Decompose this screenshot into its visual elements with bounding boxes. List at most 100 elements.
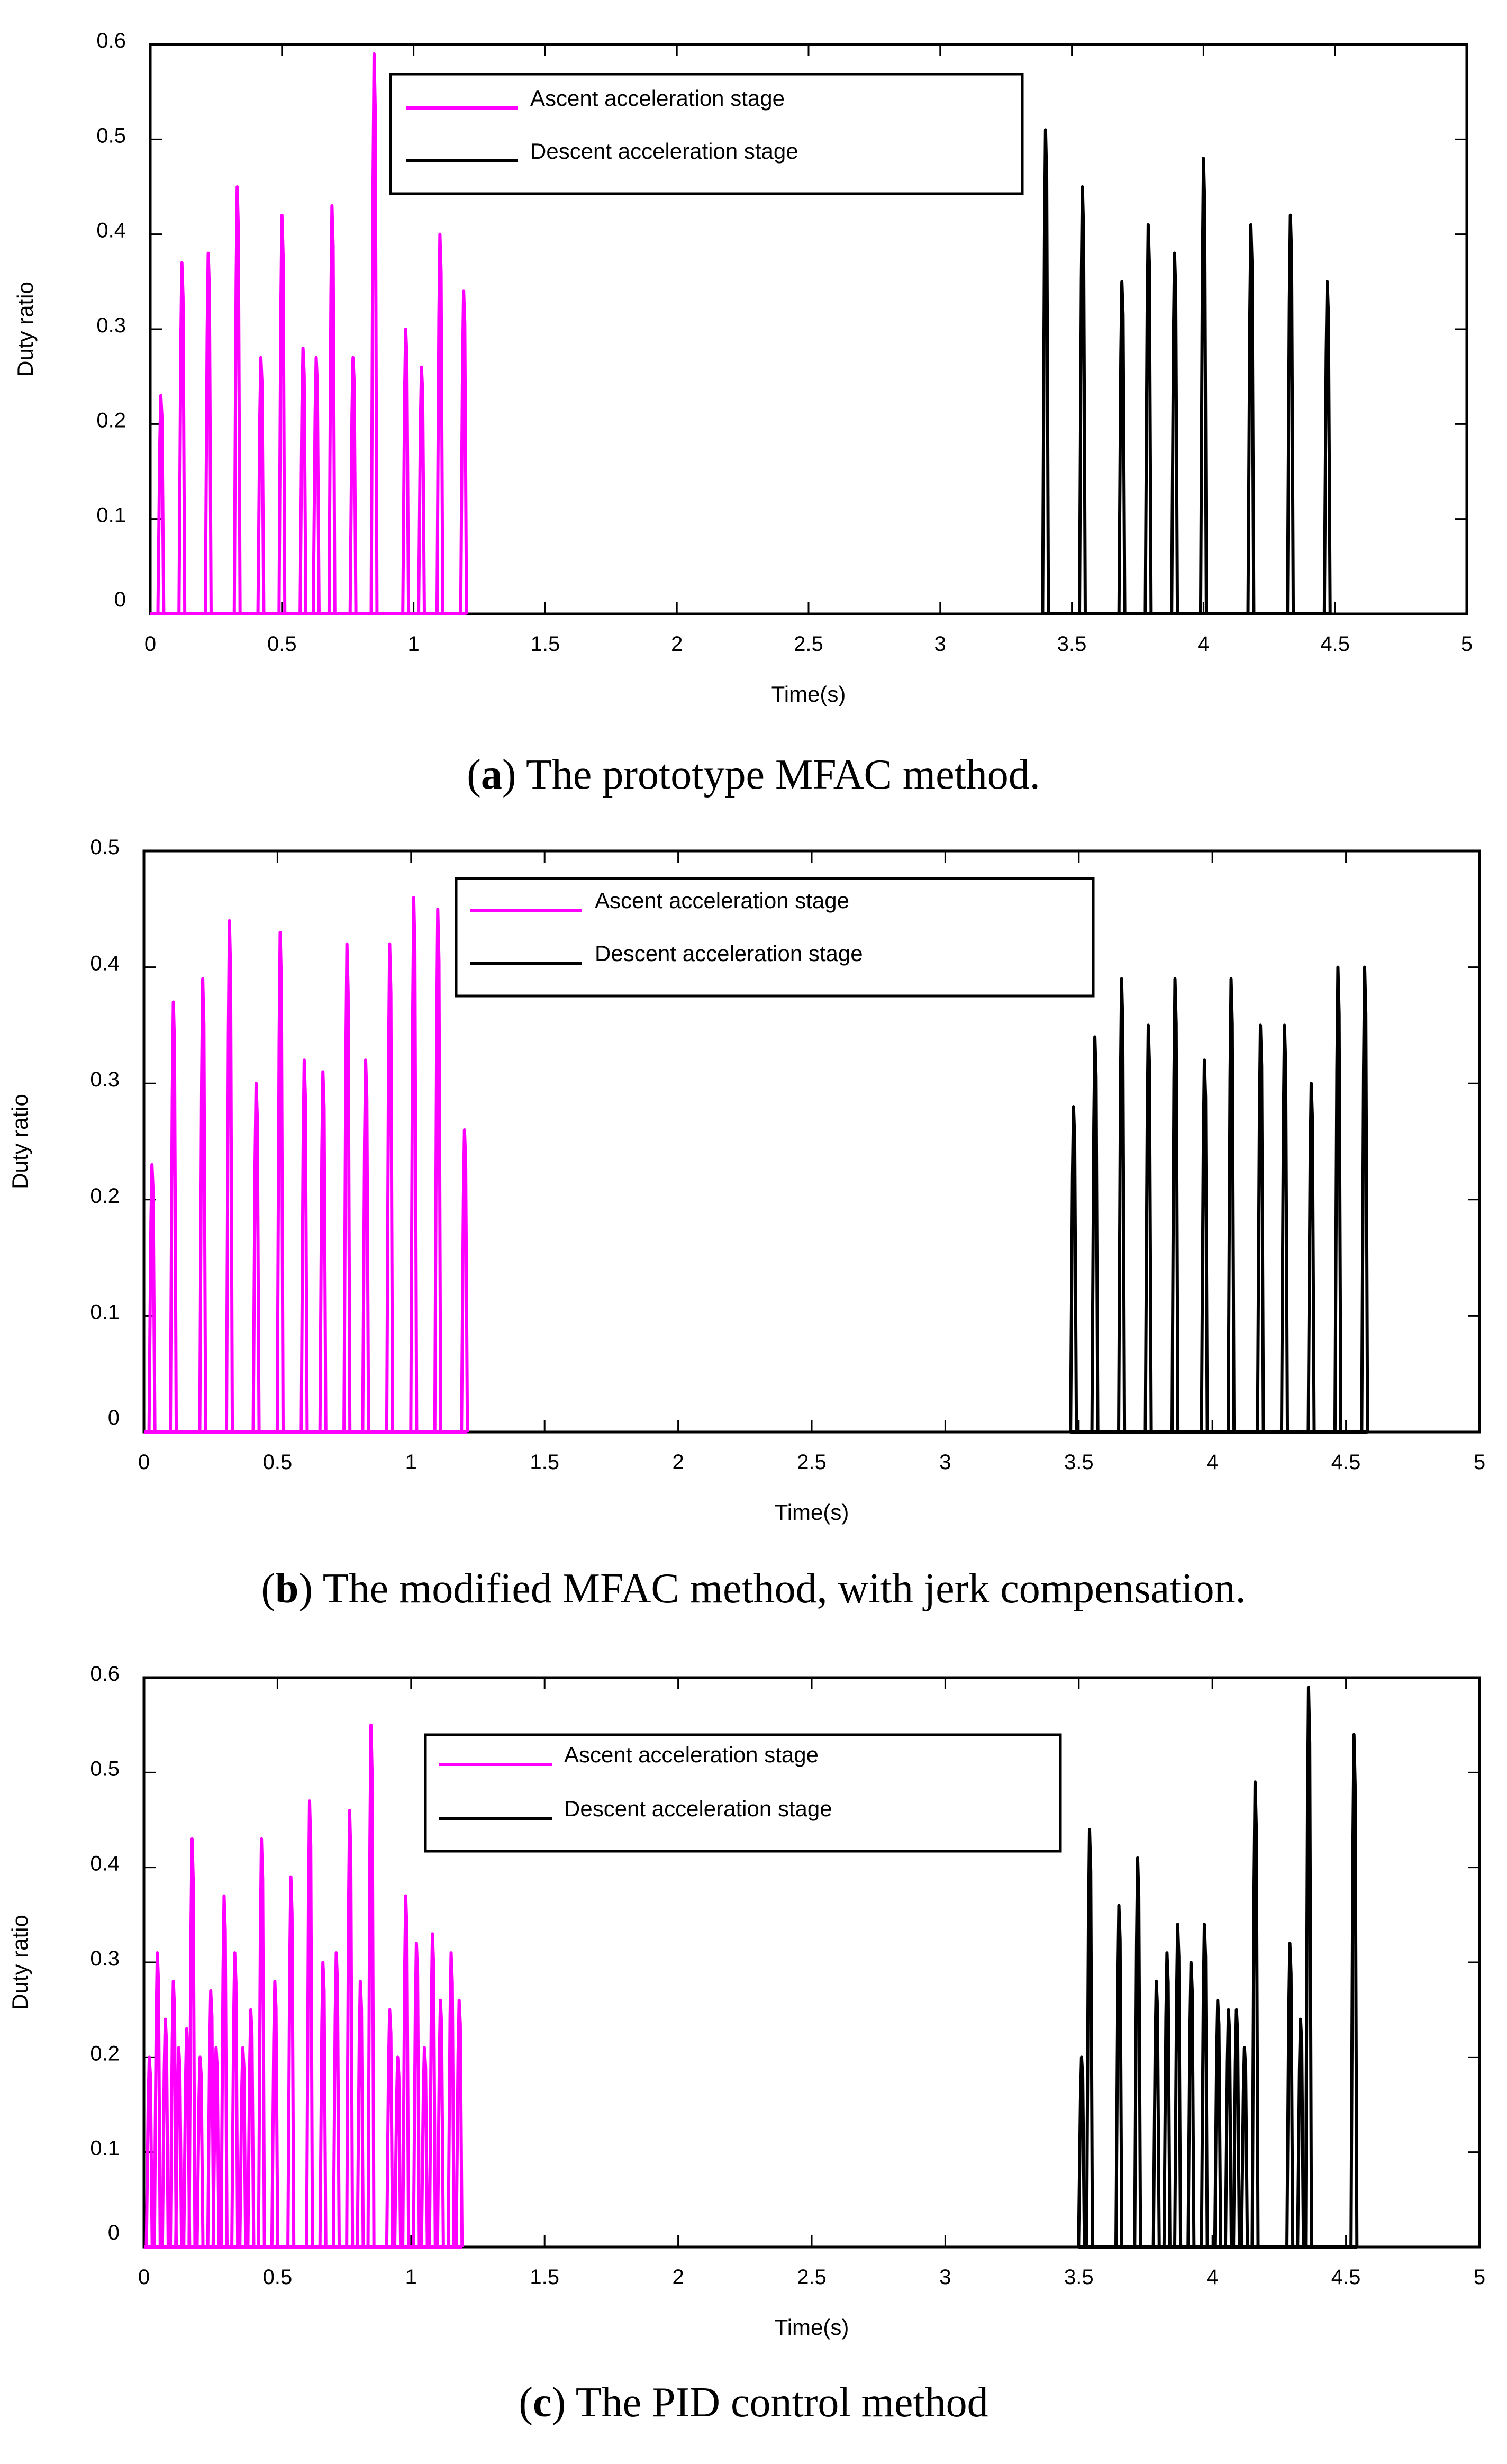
peak-spike: [1199, 157, 1208, 614]
peak-spike: [401, 328, 411, 614]
peak-spike: [257, 1837, 266, 2248]
peak-spike: [160, 2017, 170, 2248]
peak-spike: [1279, 1023, 1290, 1433]
peak-spike: [144, 2055, 154, 2248]
y-tick-label: 0.3: [90, 1947, 120, 1970]
peak-spike: [366, 1723, 376, 2248]
y-axis-label: Duty ratio: [13, 282, 38, 377]
peak-spike: [417, 365, 426, 614]
x-tick-label: 1: [405, 1451, 417, 1474]
peak-spike: [1322, 280, 1332, 614]
peak-spike: [206, 1989, 215, 2248]
y-tick-label: 0.4: [90, 1852, 120, 1876]
y-tick-label: 0.5: [90, 1757, 120, 1780]
legend: Ascent acceleration stage Descent acceler…: [424, 1733, 1062, 1853]
peak-spike: [152, 1951, 162, 2248]
peak-spike: [299, 1058, 309, 1433]
peak-spike: [1143, 223, 1153, 614]
y-tick-label: 0.1: [90, 1300, 120, 1324]
peak-spike: [1143, 1023, 1153, 1433]
peak-spike: [1232, 2008, 1241, 2248]
peak-spike: [327, 204, 337, 614]
peak-spike: [298, 346, 308, 614]
peak-spike: [428, 1932, 437, 2248]
x-tick-label: 4: [1197, 632, 1209, 656]
x-tick-label: 0: [138, 1451, 150, 1474]
peak-spike: [1077, 2055, 1086, 2248]
peak-spike: [177, 261, 187, 614]
x-tick-label: 2: [672, 1451, 684, 1474]
legend-label: Ascent acceleration stage: [530, 86, 785, 111]
series-ascent: [150, 52, 468, 615]
peak-spike: [203, 251, 213, 614]
peak-spike: [369, 52, 379, 614]
y-axis-label: Duty ratio: [7, 1915, 32, 2010]
peak-spike: [251, 1082, 261, 1433]
legend: Ascent acceleration stage Descent acceler…: [455, 877, 1095, 998]
peak-spike: [1240, 2046, 1249, 2248]
series-descent: [1041, 128, 1332, 615]
peak-spike: [412, 1942, 421, 2248]
x-tick-label: 0: [144, 632, 156, 656]
x-tick-label: 3.5: [1064, 2266, 1094, 2289]
x-tick-label: 2: [671, 632, 683, 656]
peak-spike: [318, 1070, 328, 1433]
x-tick-label: 5: [1474, 2266, 1485, 2289]
peak-spike: [455, 1998, 464, 2248]
peak-spike: [460, 1128, 469, 1433]
peak-spike: [401, 1894, 411, 2248]
peak-spike: [435, 1998, 445, 2248]
x-tick-label: 1: [407, 632, 419, 656]
peak-spike: [1085, 1827, 1094, 2248]
peak-spike: [1223, 2008, 1233, 2248]
peak-spike: [230, 1951, 240, 2248]
x-axis-label: Time(s): [775, 1500, 849, 1525]
series-ascent: [144, 895, 469, 1434]
peak-spike: [187, 1837, 197, 2248]
peak-spike: [256, 356, 266, 614]
peak-spike: [1349, 1733, 1359, 2248]
peak-spike: [348, 356, 358, 614]
series-ascent: [144, 1723, 464, 2249]
peak-spike: [1090, 1035, 1100, 1433]
chart-panel-c: 0 0.5 1 1.5 2 2.5 3 3.5 4 4.5 5 0 0.1 0.2 0.3 0.4 0.5 0.6…: [7, 1662, 1485, 2426]
peak-spike: [1117, 280, 1127, 614]
peak-spike: [1333, 965, 1343, 1433]
peak-spike: [1170, 977, 1180, 1433]
peak-spike: [385, 942, 394, 1433]
x-tick-label: 4.5: [1320, 632, 1350, 656]
x-tick-label: 5: [1461, 632, 1473, 656]
peak-spike: [1256, 1023, 1265, 1433]
peak-spike: [342, 942, 352, 1433]
peak-spike: [305, 1799, 314, 2248]
peak-spike: [1286, 213, 1295, 614]
peak-spike: [1078, 185, 1087, 614]
y-tick-label: 0.3: [96, 314, 126, 337]
peak-spike: [275, 930, 285, 1433]
x-tick-label: 2: [672, 2266, 684, 2289]
legend: Ascent acceleration stage Descent acceler…: [389, 73, 1024, 195]
legend-label: Descent acceleration stage: [530, 139, 798, 164]
peak-spike: [1246, 223, 1256, 614]
y-tick-label: 0.2: [90, 2042, 120, 2065]
peak-spike: [435, 232, 444, 614]
peak-spike: [174, 2046, 184, 2248]
peak-spike: [433, 907, 442, 1433]
x-tick-label: 2.5: [794, 632, 823, 656]
x-tick-label: 1.5: [531, 632, 560, 656]
peak-spike: [168, 1979, 178, 2248]
legend-box: [455, 877, 1095, 998]
x-tick-label: 4: [1206, 1451, 1218, 1474]
x-axis-label: Time(s): [775, 2315, 849, 2340]
x-tick-label: 4.5: [1331, 1451, 1361, 1474]
peak-spike: [312, 356, 321, 614]
peak-spike: [331, 1951, 341, 2248]
x-tick-label: 4.5: [1331, 2266, 1361, 2289]
peak-spike: [277, 213, 287, 614]
peak-spike: [409, 895, 419, 1433]
peak-spike: [1226, 977, 1236, 1433]
y-axis-label: Duty ratio: [7, 1094, 32, 1189]
peak-spike: [1360, 965, 1369, 1433]
x-tick-label: 3: [934, 632, 946, 656]
